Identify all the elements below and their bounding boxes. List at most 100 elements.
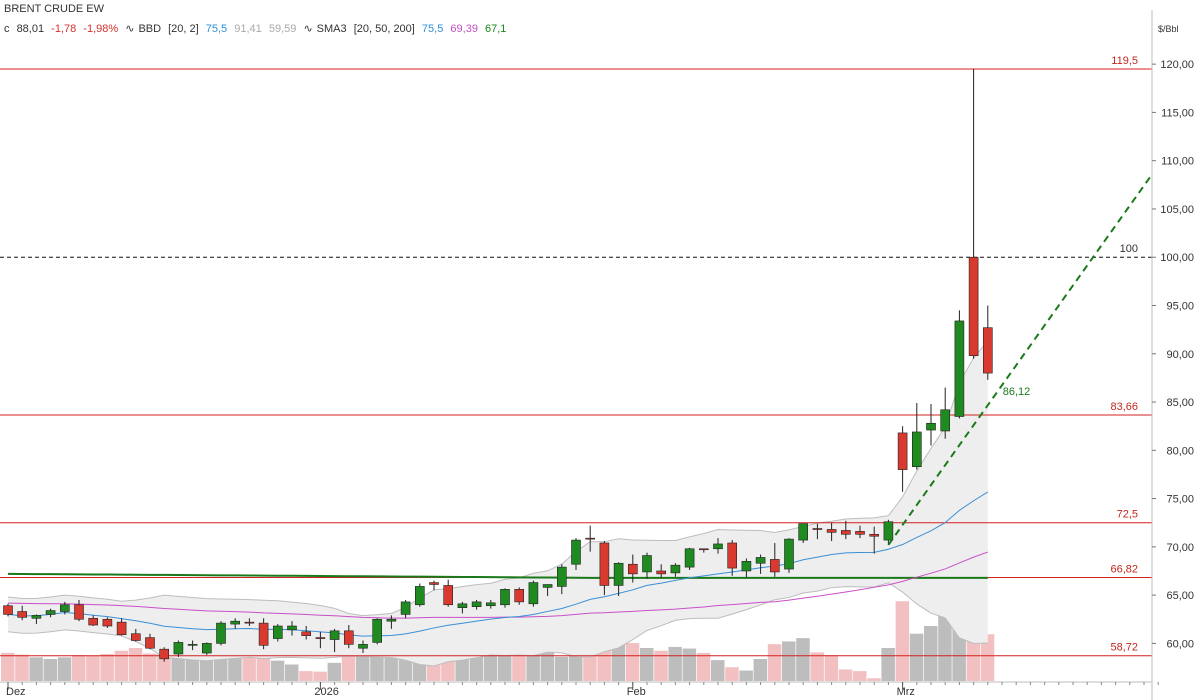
candle (798, 523, 809, 543)
candle (670, 563, 681, 577)
price-tick-label: 120,00 (1160, 59, 1194, 71)
bbd-name[interactable]: BBD (138, 23, 162, 35)
candle (812, 523, 823, 540)
candle (713, 538, 723, 554)
volume-bar (569, 654, 583, 681)
candle (173, 640, 184, 657)
candle-body (585, 537, 596, 540)
volume-bar (100, 654, 114, 681)
volume-bar (242, 657, 256, 681)
candle-body (883, 521, 894, 541)
candle-body (116, 621, 127, 635)
volume-bar (881, 648, 895, 681)
candle (542, 584, 553, 597)
volume-bar (682, 648, 697, 681)
level-label: 83,66 (1110, 401, 1138, 413)
candle (755, 554, 766, 574)
candle (429, 580, 439, 591)
price-tick-label: 75,00 (1166, 494, 1194, 506)
volume-bar (356, 655, 370, 681)
volume-bar (228, 657, 242, 681)
volume-bar (824, 655, 839, 681)
candle (471, 599, 482, 610)
candle-body (443, 585, 454, 606)
wave-icon[interactable]: ∿ (303, 23, 313, 35)
candle (45, 608, 56, 618)
trendline-layer: 86,12 (887, 175, 1152, 546)
wave-icon[interactable]: ∿ (125, 23, 135, 35)
candle-body (31, 615, 42, 619)
candle-body (187, 644, 198, 646)
candle (485, 599, 496, 609)
volume-bar (611, 640, 626, 681)
volume-bar (285, 664, 299, 681)
volume-bar (469, 655, 484, 681)
candle (613, 562, 624, 597)
volume-bar (753, 659, 768, 681)
candle (116, 618, 127, 636)
candle (940, 387, 951, 439)
volume-bar (654, 650, 668, 681)
volume-bar (725, 667, 739, 681)
candle-body (656, 570, 667, 575)
candle-body (400, 601, 411, 615)
instrument-title: BRENT CRUDE EW (4, 3, 108, 15)
candle-body (17, 611, 28, 618)
candle (897, 426, 908, 492)
candle-body (954, 320, 965, 417)
volume-bar (327, 662, 342, 681)
moving-averages-layer (7, 491, 989, 637)
volume-bar (853, 671, 867, 681)
candle (287, 621, 297, 636)
candle-body (102, 618, 113, 627)
candle-body (812, 528, 823, 530)
bbd-lower-value: 59,59 (268, 23, 297, 35)
sma-params: [20, 50, 200] (353, 23, 415, 35)
candle (400, 599, 411, 619)
candle-body (713, 543, 723, 550)
price-tick-label: 105,00 (1160, 204, 1194, 216)
candle-body (159, 648, 169, 660)
candle-body (968, 256, 979, 356)
candle (954, 310, 965, 419)
time-label: Dez (6, 686, 26, 698)
candle-body (982, 327, 993, 374)
sma20-value: 75,5 (421, 23, 444, 35)
sma200-value: 67,1 (485, 23, 507, 35)
candle (528, 580, 539, 607)
volume-bar (739, 670, 753, 681)
volume-bar (128, 648, 143, 681)
candle (17, 605, 28, 621)
candle (571, 538, 581, 571)
candle-body (698, 548, 709, 551)
volume-bar (512, 649, 526, 681)
time-axis: Dez 2026 Feb Mrz (0, 681, 1159, 698)
candle (911, 402, 922, 470)
volume-bar (767, 644, 782, 681)
price-tick-label: 95,00 (1166, 300, 1194, 312)
candle-body (840, 530, 851, 535)
bollinger-band-fill (8, 340, 988, 666)
candle-body (372, 618, 383, 643)
candle-body (485, 602, 496, 607)
candle-body (287, 625, 297, 631)
candle (642, 552, 652, 579)
volume-bar (214, 655, 228, 681)
candle (727, 540, 738, 576)
candle-body (755, 557, 766, 564)
candle (968, 68, 979, 359)
candle (216, 621, 226, 646)
volume-bar (114, 650, 129, 681)
candle-body (329, 630, 340, 640)
volume-bar (909, 633, 924, 681)
candle-body (216, 622, 226, 644)
candle (272, 624, 283, 642)
candle-body (684, 548, 695, 568)
candle (372, 618, 383, 645)
candle (556, 564, 567, 595)
volume-bar (938, 609, 952, 681)
sma-name[interactable]: SMA3 (316, 23, 347, 35)
candle (982, 305, 993, 380)
candle (585, 525, 596, 552)
